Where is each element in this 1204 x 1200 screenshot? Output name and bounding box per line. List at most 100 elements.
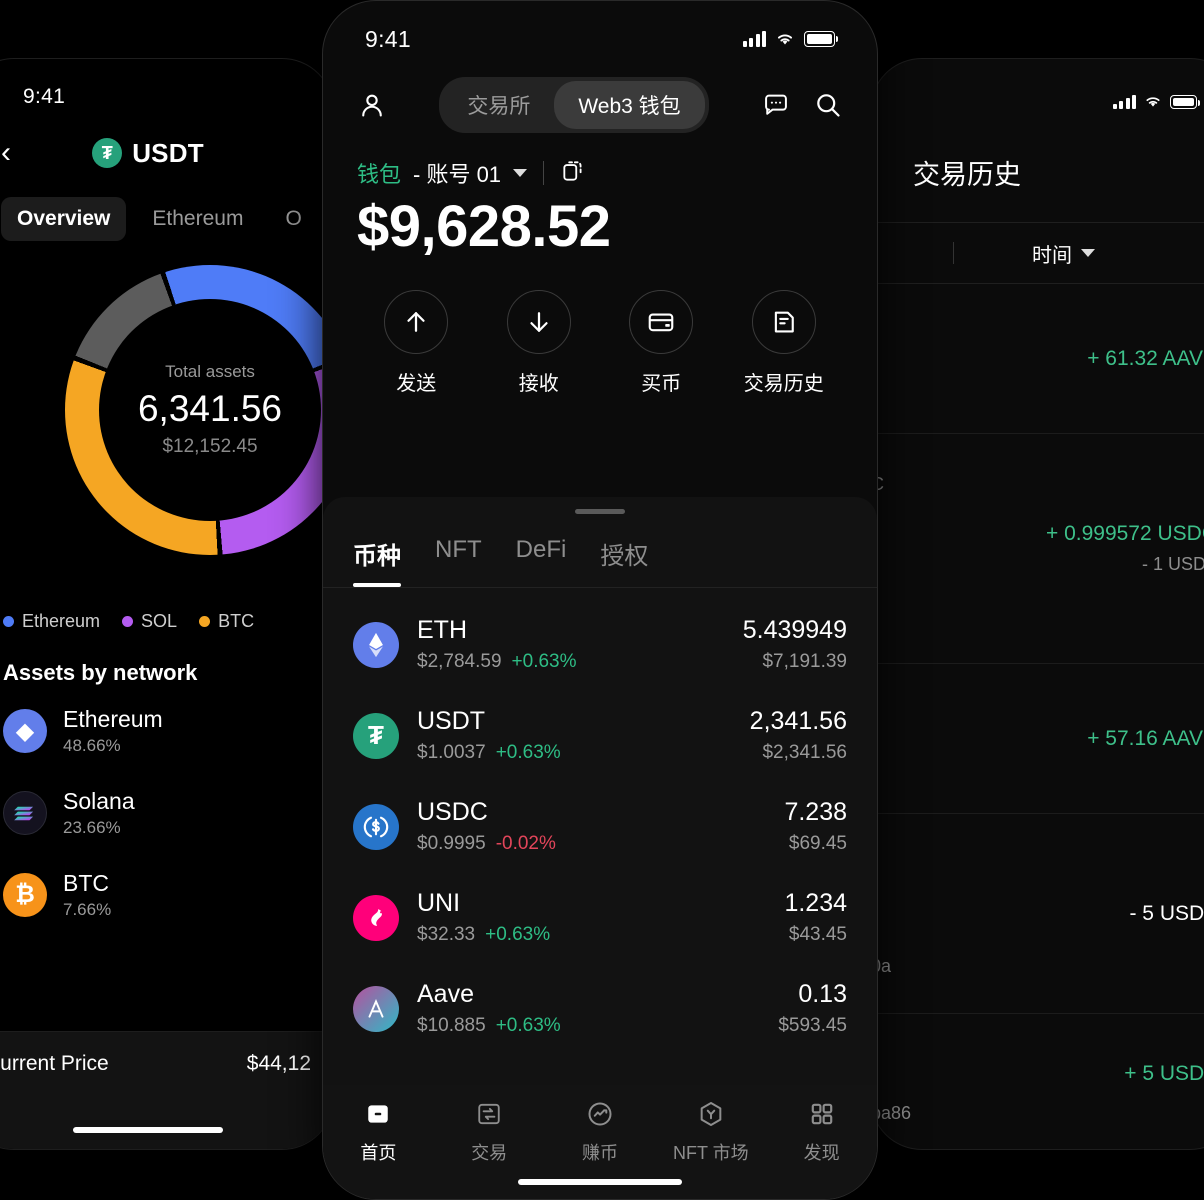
copy-icon[interactable] [560,158,586,189]
segment-web3-wallet[interactable]: Web3 钱包 [554,81,705,129]
sheet-grabber-handle[interactable] [575,509,625,514]
token-change: +0.63% [495,1015,561,1036]
transaction-subamount: - 1 USDT [1141,554,1204,574]
token-symbol: USDT [417,707,486,735]
legend-item-sol: SOL [122,611,177,632]
center-nav-bar: 交易所 Web3 钱包 [323,67,877,143]
bottom-nav-home[interactable]: 首页 [323,1097,434,1165]
right-page-header: 交易历史 [871,117,1204,222]
donut-ring [65,265,333,555]
right-phone-transaction-history: 交易历史 时间 ) + 61.32 AAVE C + 0.999572 USDC… [870,58,1204,1150]
search-icon[interactable] [809,86,847,124]
network-row-ethereum[interactable]: ◆ Ethereum 48.66% [0,690,311,772]
filter-time[interactable]: 时间 [1032,239,1095,268]
transaction-amount: + 57.16 AAVE [1087,726,1204,750]
ethereum-icon [353,621,399,668]
token-row[interactable]: UNI $32.33 +0.63% 1.234 $43.45 [323,872,877,963]
network-name-solana: Solana [63,788,135,814]
tab-nft[interactable]: NFT [435,536,482,563]
chat-bubble-icon[interactable] [757,86,795,124]
left-phone-usdt-detail: 9:41 ‹ ₮ USDT Overview Ethereum O Total … [0,58,334,1150]
transaction-row[interactable]: ) + 61.32 AAVE [871,284,1204,434]
aave-icon [353,985,399,1032]
network-name-btc: BTC [63,870,109,896]
token-change: +0.63% [511,651,577,672]
bottom-nav-earn[interactable]: 赚币 [545,1097,656,1165]
tab-approvals[interactable]: 授权 [600,543,649,570]
transaction-row[interactable]: + 57.16 AAVE [871,664,1204,814]
network-pct-ethereum: 48.66% [63,736,121,755]
token-quantity: 2,341.56 [749,707,847,735]
donut-center-label: Total assets [165,362,255,381]
network-name-ethereum: Ethereum [63,706,163,732]
legend-label-sol: SOL [141,611,178,631]
token-symbol: USDC [417,798,488,826]
tab-defi[interactable]: DeFi [515,536,567,563]
bottom-nav-discover[interactable]: 发现 [766,1097,877,1165]
action-history[interactable]: 交易历史 [723,290,846,396]
asset-allocation-donut-chart: Total assets 6,341.56 $12,152.45 [0,265,333,595]
bottom-nav-discover-label: 发现 [803,1143,840,1163]
left-page-title: ₮ USDT [0,138,311,169]
wallet-label: 钱包 [357,162,402,187]
segment-exchange[interactable]: 交易所 [467,95,531,118]
left-tab-overview[interactable]: Overview [1,197,127,241]
bottom-nav-nft-market[interactable]: NFT 市场 [655,1097,766,1165]
action-send[interactable]: 发送 [355,290,478,396]
battery-icon [1170,95,1200,109]
legend-label-btc: BTC [218,611,255,631]
person-icon[interactable] [353,86,391,124]
wallet-action-row: 发送 接收 买币 [323,260,877,396]
token-list[interactable]: ETH $2,784.59 +0.63% 5.439949 $7,191.39 … [323,599,877,1099]
home-indicator [518,1179,682,1185]
token-value: $7,191.39 [762,651,847,672]
arrow-up-icon [384,290,449,354]
token-row[interactable]: USDC $0.9995 -0.02% 7.238 $69.45 [323,781,877,872]
legend-dot-ethereum [3,616,14,627]
transaction-amount: + 61.32 AAVE [1087,346,1204,370]
right-page-title: 交易历史 [913,160,1021,190]
filter-divider [953,242,954,264]
left-title-text: USDT [132,137,204,168]
legend-item-btc: BTC [199,611,254,632]
account-name: - 账号 01 [413,162,502,187]
token-row[interactable]: ETH $2,784.59 +0.63% 5.439949 $7,191.39 [323,599,877,690]
tab-tokens[interactable]: 币种 [353,536,401,587]
transaction-row[interactable]: C + 0.999572 USDC - 1 USDT [871,434,1204,664]
donut-center-text: Total assets 6,341.56 $12,152.45 [65,265,333,555]
legend-label-ethereum: Ethereum [22,611,101,631]
swap-icon [476,1097,502,1131]
action-receive[interactable]: 接收 [478,290,601,396]
bottom-nav-trade[interactable]: 交易 [434,1097,545,1165]
credit-card-icon [629,290,694,354]
account-divider [543,161,545,185]
earn-icon [586,1097,614,1131]
wifi-icon [1146,97,1160,107]
network-row-solana[interactable]: Solana 23.66% [0,772,311,854]
token-value: $593.45 [778,1015,847,1036]
home-indicator [73,1127,223,1133]
transaction-row[interactable]: 0a - 5 USDT [871,814,1204,1014]
current-price-value: $44,12 [246,1052,311,1075]
action-history-label: 交易历史 [743,373,824,395]
back-chevron-left-icon[interactable]: ‹ [1,136,11,169]
token-row[interactable]: Aave $10.885 +0.63% 0.13 $593.45 [323,963,877,1054]
filter-time-label: 时间 [1032,244,1072,267]
network-row-btc[interactable]: ₿ BTC 7.66% [0,854,311,936]
left-nav-bar: ‹ ₮ USDT [0,117,311,189]
right-status-bar [871,59,1204,117]
discover-icon [809,1097,835,1131]
token-value: $2,341.56 [762,742,847,763]
action-buy[interactable]: 买币 [600,290,723,396]
transaction-row[interactable]: ba86 + 5 USDT [871,1014,1204,1134]
left-tab-other[interactable]: O [285,207,302,230]
account-selector[interactable]: 钱包 - 账号 01 [323,143,877,189]
left-tab-ethereum[interactable]: Ethereum [152,207,244,230]
wallet-total-balance: $9,628.52 [357,194,611,259]
token-value: $43.45 [788,924,847,945]
chevron-down-icon[interactable] [513,169,528,177]
token-change: +0.63% [495,742,561,763]
token-price: $1.0037 [417,742,486,763]
token-row[interactable]: ₮ USDT $1.0037 +0.63% 2,341.56 $2,341.56 [323,690,877,781]
left-tab-strip: Overview Ethereum O [0,189,311,241]
